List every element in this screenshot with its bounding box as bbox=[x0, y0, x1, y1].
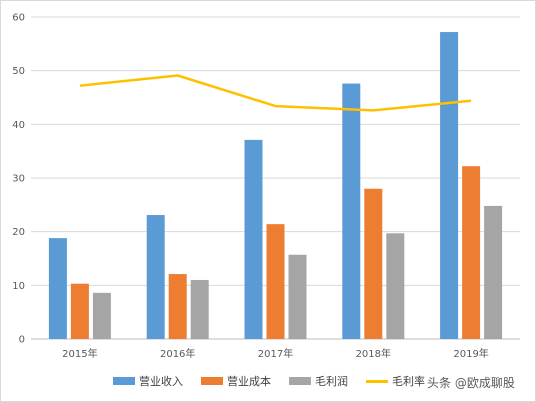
line-series bbox=[79, 74, 472, 112]
watermark: 头条 @欧成聊股 bbox=[427, 376, 515, 390]
x-tick-label: 2019年 bbox=[453, 347, 488, 360]
bar bbox=[440, 32, 459, 339]
legend: 营业收入 营业成本 毛利润 毛利率 bbox=[113, 373, 443, 389]
bars bbox=[48, 32, 503, 340]
bar bbox=[462, 166, 481, 339]
y-tick-label: 60 bbox=[12, 13, 25, 24]
bar bbox=[190, 279, 209, 339]
bar bbox=[70, 283, 89, 339]
x-tick-label: 2018年 bbox=[356, 347, 391, 360]
y-tick-label: 20 bbox=[12, 227, 25, 238]
legend-swatch bbox=[366, 379, 388, 383]
y-tick-label: 50 bbox=[12, 66, 25, 77]
legend-label: 营业成本 bbox=[227, 375, 271, 388]
bar bbox=[364, 188, 383, 339]
x-tick-label: 2016年 bbox=[160, 347, 195, 360]
line-series-path bbox=[79, 74, 472, 112]
x-tick-label: 2015年 bbox=[62, 347, 97, 360]
y-axis-ticks: 0 10 20 30 40 50 60 bbox=[12, 13, 25, 346]
y-tick-label: 40 bbox=[12, 120, 25, 131]
legend-swatch bbox=[289, 377, 311, 385]
y-tick-label: 10 bbox=[12, 281, 25, 292]
bar bbox=[244, 139, 263, 339]
legend-item: 毛利率 bbox=[366, 373, 425, 389]
y-tick-label: 30 bbox=[12, 174, 25, 185]
legend-item: 营业收入 bbox=[113, 373, 183, 389]
x-tick-label: 2017年 bbox=[258, 347, 293, 360]
legend-item: 毛利润 bbox=[289, 373, 348, 389]
bar bbox=[288, 254, 307, 339]
legend-label: 营业收入 bbox=[139, 375, 183, 388]
bar bbox=[342, 83, 361, 340]
bar bbox=[146, 215, 165, 339]
legend-label: 毛利率 bbox=[392, 375, 425, 388]
bar bbox=[266, 224, 285, 339]
legend-label: 毛利润 bbox=[315, 375, 348, 388]
bar bbox=[48, 238, 67, 339]
bar bbox=[484, 205, 503, 339]
legend-item: 营业成本 bbox=[201, 373, 271, 389]
bar bbox=[92, 292, 111, 339]
legend-swatch bbox=[113, 377, 135, 385]
legend-swatch bbox=[201, 377, 223, 385]
bar bbox=[168, 274, 187, 339]
x-axis-ticks: 2015年 2016年 2017年 2018年 2019年 bbox=[62, 347, 489, 360]
bar bbox=[386, 233, 405, 339]
y-tick-label: 0 bbox=[19, 335, 25, 346]
